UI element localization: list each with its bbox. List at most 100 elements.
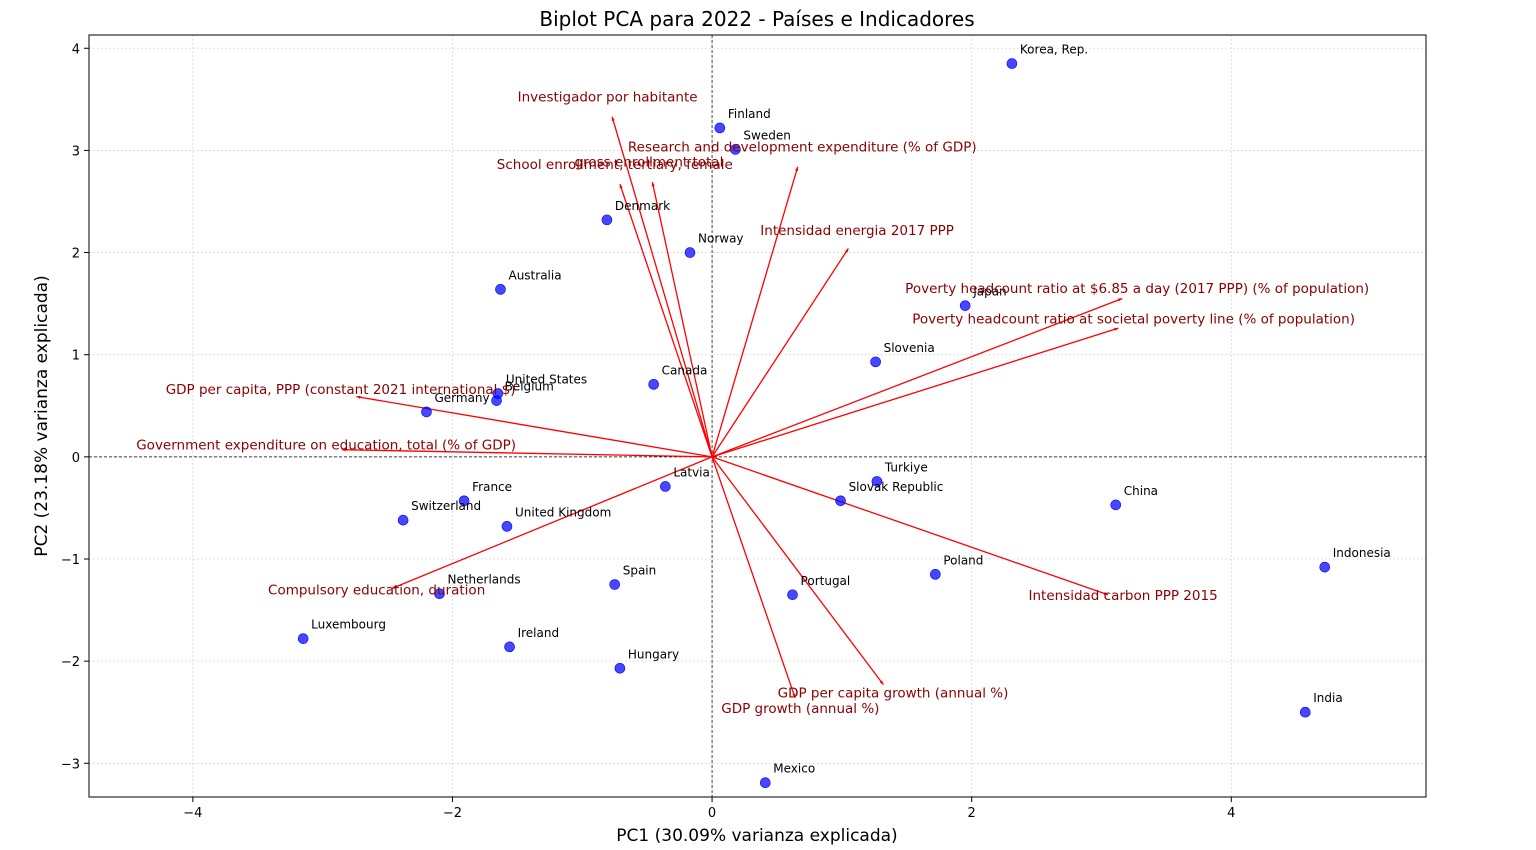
loading-arrow-head — [342, 448, 347, 452]
loading-arrow-intensidad-energia-2017-ppp — [711, 248, 849, 458]
x-tick-label: −2 — [443, 806, 462, 821]
point-china — [1110, 499, 1122, 511]
country-label-mexico: Mexico — [773, 762, 815, 776]
point-korea-rep — [1006, 58, 1018, 69]
loading-arrow-head — [879, 680, 884, 685]
loading-arrow-intensidad-carbon-ppp-2015 — [711, 456, 1109, 596]
loading-arrow-research-and-development-expenditure-of-gdp — [711, 166, 799, 458]
country-label-germany: Germany — [434, 391, 489, 405]
indicator-label-poverty-headcount-ratio-at-societal-poverty-line-of-population: Poverty headcount ratio at societal pove… — [912, 311, 1355, 327]
loading-arrow-poverty-headcount-ratio-at-6-85-a-day-2017-ppp-of-population — [711, 297, 1123, 458]
loading-arrow-investigador-por-habitante — [611, 116, 713, 458]
point-latvia — [660, 481, 671, 492]
loading-arrow-head — [356, 395, 361, 399]
country-label-hungary: Hungary — [628, 647, 679, 661]
grid-lines — [89, 35, 1426, 797]
loading-arrow-head — [844, 248, 849, 253]
country-label-latvia: Latvia — [673, 465, 710, 479]
point-finland — [714, 122, 726, 134]
indicator-label-compulsory-education-duration: Compulsory education, duration — [268, 583, 485, 599]
country-label-belgium: Belgium — [505, 380, 554, 394]
country-label-poland: Poland — [943, 553, 983, 567]
point-sweden — [730, 144, 741, 155]
country-label-luxembourg: Luxembourg — [311, 618, 386, 632]
country-label-turkiye: Turkiye — [884, 460, 928, 474]
y-tick-label: 3 — [72, 144, 80, 159]
loading-arrow-head — [391, 585, 396, 589]
loading-arrow-gdp-per-capita-growth-annual — [711, 456, 884, 686]
country-label-netherlands: Netherlands — [447, 573, 520, 587]
loading-arrow-poverty-headcount-ratio-at-societal-poverty-line-of-population — [711, 327, 1119, 458]
loading-arrow-gdp-per-capita-ppp-constant-2021-international — [356, 395, 713, 458]
country-label-indonesia: Indonesia — [1333, 546, 1391, 560]
country-label-slovak-republic: Slovak Republic — [849, 480, 944, 494]
point-switzerland — [397, 514, 409, 526]
x-tick-label: 4 — [1227, 806, 1235, 821]
y-tick-label: 4 — [72, 42, 80, 57]
loading-arrow-government-expenditure-on-education-total-of-gdp — [342, 449, 713, 458]
indicator-label-government-expenditure-on-education-total-of-gdp: Government expenditure on education, tot… — [136, 437, 516, 453]
point-canada — [648, 379, 659, 390]
loading-arrow-gross-enrollment-total — [651, 181, 713, 457]
loading-arrow-head — [611, 116, 615, 122]
y-tick-label: 0 — [72, 451, 80, 466]
point-mexico — [759, 777, 771, 788]
indicator-label-school-enrollment-tertiary-female: School enrollment, tertiary, female — [497, 157, 733, 173]
point-poland — [930, 569, 941, 580]
point-india — [1299, 706, 1311, 718]
country-label-china: China — [1124, 484, 1158, 498]
y-tick-label: −1 — [61, 553, 80, 568]
country-label-france: France — [472, 480, 512, 494]
country-label-norway: Norway — [698, 232, 744, 246]
loading-arrows — [342, 116, 1123, 699]
country-points — [297, 58, 1331, 788]
loading-arrow-head — [1117, 298, 1123, 302]
country-label-finland: Finland — [728, 107, 771, 121]
y-tick-label: 2 — [72, 247, 80, 262]
y-tick-label: −2 — [61, 655, 80, 670]
y-tick-label: −3 — [61, 757, 80, 772]
x-tick-label: −4 — [183, 806, 202, 821]
y-tick-label: 1 — [72, 349, 80, 364]
indicator-label-poverty-headcount-ratio-at-6-85-a-day-2017-ppp-of-population: Poverty headcount ratio at $6.85 a day (… — [905, 281, 1369, 297]
point-germany — [421, 406, 432, 418]
loading-arrow-compulsory-education-duration — [391, 456, 713, 590]
y-axis-label: PC2 (23.18% varianza explicada) — [32, 275, 52, 556]
point-japan — [959, 300, 971, 311]
country-label-slovenia: Slovenia — [884, 341, 935, 355]
point-netherlands — [434, 588, 445, 600]
country-label-united-kingdom: United Kingdom — [515, 505, 611, 519]
indicator-label-gdp-per-capita-ppp-constant-2021-international: GDP per capita, PPP (constant 2021 inter… — [166, 382, 516, 398]
indicator-labels: Investigador por habitante Research and d… — [136, 89, 1369, 717]
loading-arrow-school-enrollment-tertiary-female — [619, 183, 713, 458]
zero-reference-lines — [89, 35, 1426, 797]
point-norway — [684, 247, 696, 258]
indicator-label-gdp-per-capita-growth-annual: GDP per capita growth (annual %) — [778, 685, 1009, 701]
point-united-kingdom — [501, 521, 513, 532]
country-label-canada: Canada — [662, 363, 708, 377]
indicator-label-research-and-development-expenditure-of-gdp: Research and development expenditure (% … — [628, 139, 977, 155]
loading-arrow-gdp-growth-annual — [711, 456, 796, 699]
point-luxembourg — [297, 633, 309, 644]
indicator-label-investigador-por-habitante: Investigador por habitante — [518, 89, 698, 105]
indicator-label-intensidad-energia-2017-ppp: Intensidad energia 2017 PPP — [760, 223, 954, 239]
x-tick-label: 0 — [708, 806, 716, 821]
point-spain — [609, 579, 621, 590]
point-france — [458, 495, 470, 507]
x-tick-label: 2 — [968, 806, 976, 821]
point-belgium — [491, 395, 502, 406]
country-label-australia: Australia — [508, 268, 561, 282]
country-label-sweden: Sweden — [743, 128, 790, 142]
loading-arrow-head — [795, 166, 799, 172]
country-label-japan: Japan — [972, 285, 1006, 299]
country-label-united-states: United States — [506, 373, 587, 387]
point-turkiye — [871, 476, 883, 487]
x-axis-label: PC1 (30.09% varianza explicada) — [616, 826, 897, 846]
axis-ticks: −4 −2 0 2 4 −3 −2 −1 0 1 2 3 4 — [61, 42, 1236, 821]
plot-frame — [88, 34, 1427, 798]
indicator-label-gross-enrollment-total: gross enrollment total — [575, 154, 724, 170]
country-label-korea-rep: Korea, Rep. — [1020, 43, 1088, 57]
loading-arrow-head — [651, 182, 655, 187]
